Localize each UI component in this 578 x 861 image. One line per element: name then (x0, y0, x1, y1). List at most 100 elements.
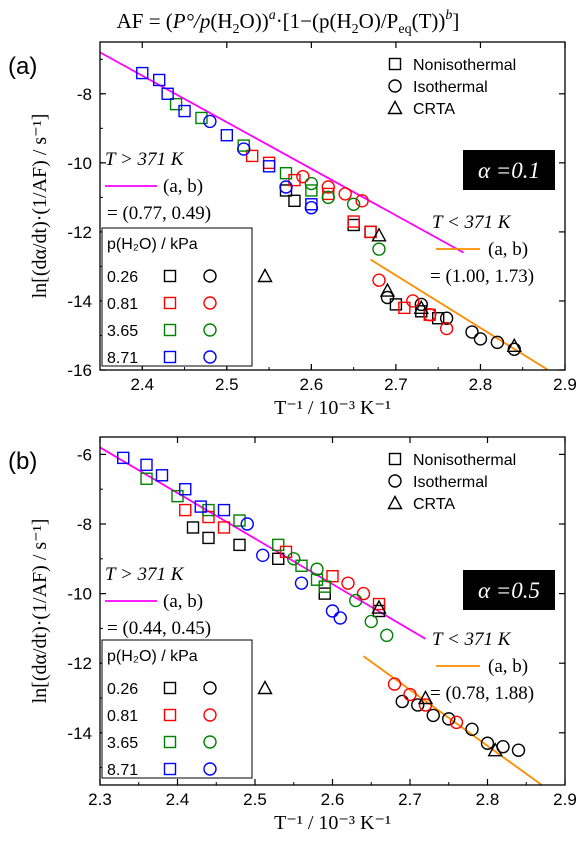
data-point-square-red (347, 215, 360, 228)
data-point-square-red (372, 597, 386, 611)
pressure-legend-circle (203, 762, 217, 776)
pressure-legend-circle (203, 269, 217, 283)
pressure-legend-circle (203, 681, 217, 695)
data-point-circle-blue (237, 142, 251, 156)
pressure-legend-square (163, 708, 177, 722)
pressure-legend-circle (203, 708, 217, 722)
data-point-circle-green (364, 614, 378, 629)
legend-label: Isothermal (413, 79, 488, 96)
data-point-circle-black (480, 736, 495, 750)
low-T-label: T < 371 K (432, 629, 512, 650)
high-T-values: = (0.44, 0.45) (107, 618, 211, 639)
data-point-triangle-black (371, 227, 387, 242)
data-point-square-blue (262, 160, 276, 173)
y-axis-label: ln[(dα/dt)·(1/AF) / s⁻¹] (29, 519, 51, 704)
y-tick-label: -12 (67, 223, 92, 242)
y-tick-label: -12 (67, 654, 92, 673)
y-tick-label: -16 (67, 361, 92, 380)
alpha-box (463, 570, 555, 610)
data-points (136, 66, 522, 356)
legend-label: Nonisothermal (413, 452, 516, 469)
pressure-legend-box (101, 639, 253, 779)
panel-label: (a) (8, 53, 37, 80)
pressure-value: 0.81 (107, 296, 138, 313)
low-T-values: = (0.78, 1.88) (430, 683, 534, 704)
x-tick-label: 2.9 (553, 375, 577, 394)
high-T-values: = (0.77, 0.49) (107, 203, 211, 224)
data-point-circle-blue (256, 548, 270, 563)
data-point-square-black (279, 184, 293, 197)
x-tick-label: 2.8 (476, 790, 500, 809)
data-point-circle-black (511, 743, 526, 757)
data-point-square-red (179, 503, 192, 517)
x-axis-label: T⁻¹ / 10⁻³ K⁻¹ (274, 397, 391, 419)
legend-marker-circle (388, 474, 402, 488)
x-tick-label: 2.7 (398, 790, 422, 809)
high-T-label: T > 371 K (105, 564, 185, 585)
pressure-legend-title: p(H₂O) / kPa (107, 648, 198, 665)
data-point-square-blue (305, 198, 318, 211)
data-point-square-blue (217, 503, 231, 517)
low-T-ab: (a, b) (488, 239, 528, 260)
data-point-square-blue (179, 483, 192, 496)
pressure-value: 8.71 (107, 762, 138, 779)
data-point-square-green (279, 166, 293, 180)
low-T-ab: (a, b) (488, 656, 528, 677)
data-point-square-red (322, 187, 335, 201)
data-point-circle-black (395, 694, 409, 709)
low-T-label: T < 371 K (432, 212, 512, 233)
legend-label: Nonisothermal (413, 57, 516, 74)
data-point-square-red (279, 545, 293, 559)
data-point-square-black (431, 312, 445, 325)
data-point-circle-green (287, 552, 301, 566)
legend-marker-triangle (387, 495, 403, 510)
x-tick-label: 2.7 (384, 375, 408, 394)
data-point-circle-red (387, 677, 402, 691)
data-point-square-red (364, 225, 377, 239)
y-tick-label: -8 (77, 515, 92, 534)
data-point-square-blue (117, 451, 130, 465)
data-point-triangle-black (506, 337, 522, 353)
pressure-legend-circle (203, 350, 217, 364)
data-point-square-black (233, 538, 246, 552)
pressure-legend-title: p(H₂O) / kPa (107, 236, 198, 253)
data-point-square-blue (140, 458, 153, 472)
data-point-circle-black (426, 708, 440, 723)
data-point-square-green (169, 97, 183, 111)
data-point-circle-black (380, 290, 395, 305)
data-point-square-blue (220, 129, 234, 142)
legend-marker-circle (388, 79, 402, 93)
data-point-circle-black (442, 712, 456, 726)
legend-marker-square (388, 452, 402, 466)
data-point-circle-red (341, 576, 355, 590)
y-tick-label: -14 (67, 724, 92, 743)
data-point-circle-red (321, 180, 335, 194)
data-point-circle-green (304, 176, 319, 191)
data-point-circle-blue (304, 201, 319, 215)
pressure-value: 3.65 (107, 323, 138, 340)
pressure-legend-circle (203, 296, 217, 310)
data-point-square-blue (161, 87, 174, 100)
data-point-triangle-black (379, 282, 396, 297)
data-point-square-green (140, 472, 153, 485)
data-point-circle-black (473, 332, 488, 346)
data-point-circle-red (406, 294, 420, 308)
alpha-box (463, 150, 555, 190)
data-point-square-green (202, 503, 215, 517)
data-point-square-green (295, 559, 308, 572)
data-point-circle-red (356, 586, 371, 601)
y-tick-label: -14 (67, 292, 92, 311)
data-point-circle-red (439, 321, 454, 336)
data-point-circle-red (355, 194, 369, 208)
data-point-square-blue (155, 469, 169, 482)
x-tick-label: 2.8 (469, 375, 493, 394)
y-axis-label: ln[(dα/dt)·(1/AF) / s⁻¹] (29, 114, 51, 299)
data-point-circle-blue (325, 604, 340, 618)
low-T-values: = (1.00, 1.73) (430, 266, 534, 287)
legend-marker-square (388, 57, 402, 71)
x-tick-label: 2.9 (553, 790, 577, 809)
data-point-square-red (326, 570, 339, 583)
pressure-legend-square (163, 296, 177, 310)
af-formula: AF = (P°/p(H2O))a·[1−(p(H2O)/Peq(T))b] (117, 8, 460, 37)
